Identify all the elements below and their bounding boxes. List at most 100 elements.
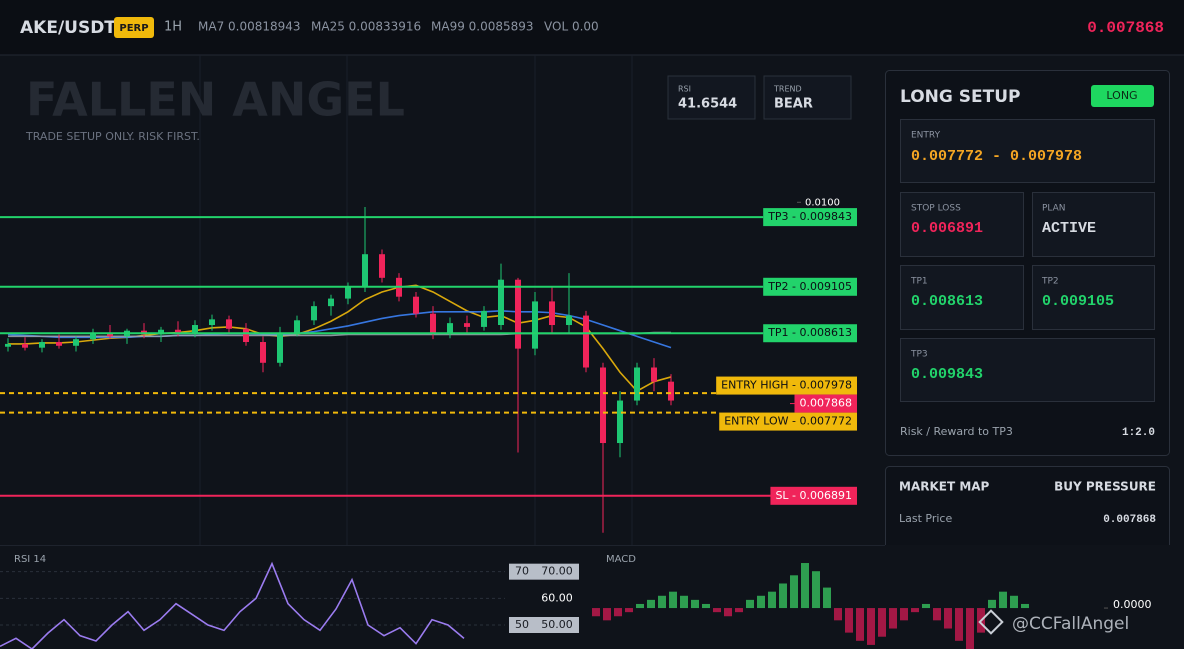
macd-bar <box>592 608 600 617</box>
ma7-label: MA7 0.00818943 <box>198 20 301 34</box>
macd-bar <box>889 608 897 629</box>
volume: VOL 0.00 <box>544 20 599 34</box>
header-bar <box>0 0 1184 55</box>
price-tick-label: 0.0100 <box>805 197 840 208</box>
macd-bar <box>625 608 633 613</box>
macd-bar <box>834 608 842 621</box>
candle-body <box>243 328 249 343</box>
candle-body <box>73 339 79 346</box>
macd-bar <box>867 608 875 645</box>
watermark-title: FALLEN ANGEL <box>26 73 405 127</box>
tp2-value: 0.009105 <box>1042 293 1114 310</box>
y-tick-label: 0.0000 <box>1113 598 1152 611</box>
macd-bar <box>713 608 721 613</box>
candle-body <box>345 287 351 299</box>
candle-body <box>107 332 113 337</box>
card-label: TP3 <box>910 350 928 360</box>
candle-body <box>56 342 62 346</box>
trend-label: TREND <box>773 85 802 94</box>
sl-value: 0.006891 <box>911 220 983 237</box>
macd-bar <box>702 603 710 609</box>
last-price-label: Last Price <box>899 512 952 525</box>
macd-bar <box>691 599 699 609</box>
rsi-panel-title: RSI 14 <box>14 554 46 565</box>
candle-body <box>209 319 215 326</box>
card-label: STOP LOSS <box>911 204 961 214</box>
last-price: 0.007868 <box>1087 19 1164 37</box>
macd-bar <box>1021 603 1029 609</box>
candle-body <box>634 367 640 401</box>
card-label: TP1 <box>910 277 928 287</box>
level-label-bg <box>719 412 857 431</box>
candle-body <box>498 279 504 326</box>
last-price-tag: 0.007868 <box>800 397 853 410</box>
trend-value: BEAR <box>774 97 813 112</box>
level-label-bg <box>716 376 857 395</box>
marker-box <box>509 563 579 580</box>
macd-panel-title: MACD <box>606 554 636 565</box>
candle-body <box>549 301 555 326</box>
interval[interactable]: 1H <box>164 20 182 35</box>
market-status: BUY PRESSURE <box>1054 480 1156 494</box>
last-price-tag-bg <box>794 394 857 413</box>
marker-label: 70 <box>515 565 529 578</box>
ma99-label: MA99 0.0085893 <box>431 20 534 34</box>
candle-body <box>311 306 317 321</box>
macd-bar <box>845 608 853 633</box>
candle-body <box>5 343 11 347</box>
tp1-value: 0.008613 <box>911 293 983 310</box>
long-badge: LONG <box>1106 89 1137 102</box>
macd-bar <box>647 599 655 609</box>
card-label: ENTRY <box>911 131 941 141</box>
macd-bar <box>900 608 908 621</box>
level-label: TP3 - 0.009843 <box>767 210 852 223</box>
symbol: AKE/USDT <box>20 18 116 38</box>
level-label: TP1 - 0.008613 <box>767 326 852 339</box>
tp3-value: 0.009843 <box>911 366 983 383</box>
macd-bar <box>636 603 644 609</box>
macd-bar <box>603 608 611 621</box>
macd-bar <box>669 591 677 609</box>
macd-bar <box>911 608 919 613</box>
handle-watermark: @CCFallAngel <box>978 609 1129 635</box>
macd-bar <box>856 608 864 641</box>
macd-bar <box>878 608 886 637</box>
y-tick-label: 70.00 <box>541 565 573 578</box>
candle-body <box>328 298 334 307</box>
candle-body <box>192 325 198 333</box>
macd-bar <box>955 608 963 641</box>
card-label: PLAN <box>1042 204 1066 214</box>
candle-body <box>430 313 436 333</box>
entry-value: 0.007772 - 0.007978 <box>911 148 1082 165</box>
long-badge-bg <box>1091 85 1154 107</box>
macd-bar <box>933 608 941 621</box>
plan-card <box>1032 192 1155 257</box>
candle-body <box>22 343 28 348</box>
rsi-label: RSI <box>678 85 691 94</box>
macd-bar <box>988 599 996 609</box>
candle-body <box>532 301 538 349</box>
ma25-label: MA25 0.00833916 <box>311 20 421 34</box>
candle-body <box>175 329 181 333</box>
candle-body <box>260 342 266 363</box>
level-label-bg <box>763 277 857 296</box>
candle-body <box>617 400 623 444</box>
candle-body <box>277 332 283 363</box>
macd-bar <box>1010 595 1018 609</box>
rr-value: 1:2.0 <box>1122 427 1155 439</box>
macd-bar <box>801 563 809 609</box>
entry-card <box>900 119 1155 183</box>
level-label-bg <box>763 208 857 227</box>
badge: PERP <box>119 23 148 34</box>
candle-body <box>566 315 572 326</box>
candle-body <box>668 381 674 401</box>
level-label-bg <box>763 324 857 343</box>
candle-body <box>481 310 487 327</box>
macd-bar <box>790 575 798 609</box>
macd-bar <box>922 603 930 609</box>
macd-bar <box>768 591 776 609</box>
candle-body <box>90 332 96 340</box>
y-tick-label: 60.00 <box>541 591 573 604</box>
